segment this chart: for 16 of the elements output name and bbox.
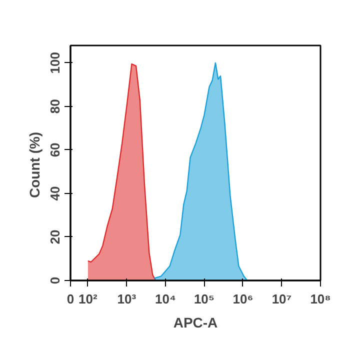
y-tick-label: 60 <box>48 142 62 158</box>
x-tick-label: 10⁵ <box>194 292 215 306</box>
y-tick-label: 80 <box>48 99 62 114</box>
x-tick-label: 10⁷ <box>272 292 292 306</box>
x-tick-label: 0 <box>66 292 74 306</box>
x-tick-label: 10⁸ <box>310 292 331 306</box>
x-axis-title: APC-A <box>173 314 218 330</box>
y-tick-label: 0 <box>48 276 62 284</box>
y-tick-label: 20 <box>48 230 62 244</box>
x-tick-label: 10⁴ <box>155 292 176 306</box>
y-axis-title: Count (%) <box>26 132 42 198</box>
x-tick-label: 10⁶ <box>232 292 254 306</box>
x-tick-label: 10³ <box>117 292 137 306</box>
x-tick-label: 10² <box>78 292 98 306</box>
y-tick-label: 100 <box>48 52 62 74</box>
y-tick-label: 40 <box>48 186 62 201</box>
